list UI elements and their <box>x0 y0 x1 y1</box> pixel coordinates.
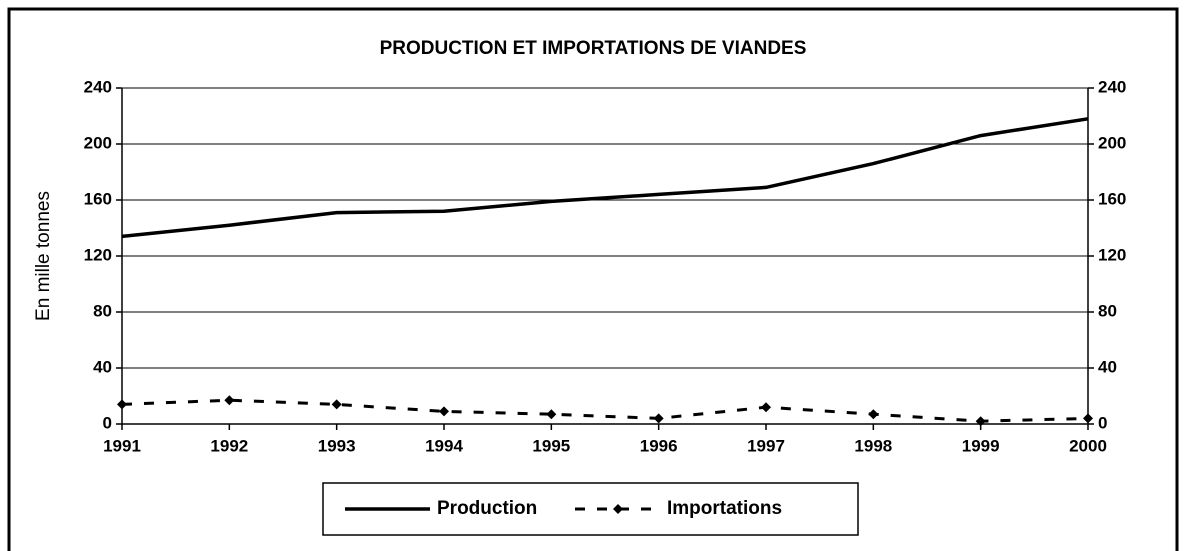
y2-tick-label: 0 <box>1098 413 1107 432</box>
y-tick-label: 240 <box>84 77 112 96</box>
y-tick-label: 40 <box>93 357 112 376</box>
point-marker <box>975 416 986 427</box>
y2-tick-label: 160 <box>1098 189 1126 208</box>
y-tick-label: 80 <box>93 301 112 320</box>
legend-label: Production <box>437 498 537 519</box>
x-tick-label: 2000 <box>1069 436 1107 455</box>
x-tick-label: 1999 <box>962 436 1000 455</box>
y-tick-label: 160 <box>84 189 112 208</box>
series-line <box>121 117 1089 239</box>
point-marker <box>331 399 342 410</box>
point-marker <box>546 409 557 420</box>
point-marker <box>761 402 771 413</box>
x-tick-label: 1992 <box>210 436 248 455</box>
x-tick-label: 1991 <box>103 436 141 455</box>
point-marker <box>117 399 127 410</box>
point-marker <box>868 409 879 420</box>
x-tick-label: 1993 <box>318 436 356 455</box>
x-tick-label: 1995 <box>532 436 570 455</box>
y2-tick-label: 80 <box>1098 301 1117 320</box>
y-axis-label: En mille tonnes <box>33 191 54 321</box>
point-marker <box>224 395 235 406</box>
x-tick-label: 1998 <box>854 436 892 455</box>
point-marker <box>439 406 449 417</box>
x-tick-label: 1996 <box>640 436 678 455</box>
point-marker <box>653 413 664 424</box>
legend-label: Importations <box>667 498 782 519</box>
series-line <box>121 398 1089 423</box>
y-tick-label: 120 <box>84 245 112 264</box>
point-marker <box>1083 413 1093 424</box>
y2-tick-label: 40 <box>1098 357 1117 376</box>
y2-tick-label: 120 <box>1098 245 1126 264</box>
y-tick-label: 200 <box>84 133 112 152</box>
chart-title: PRODUCTION ET IMPORTATIONS DE VIANDES <box>380 38 807 59</box>
chart-frame <box>7 7 1179 551</box>
y-tick-label: 0 <box>103 413 112 432</box>
x-tick-label: 1994 <box>425 436 463 455</box>
legend-marker <box>613 504 623 514</box>
x-tick-label: 1997 <box>747 436 785 455</box>
y2-tick-label: 240 <box>1098 77 1126 96</box>
y2-tick-label: 200 <box>1098 133 1126 152</box>
